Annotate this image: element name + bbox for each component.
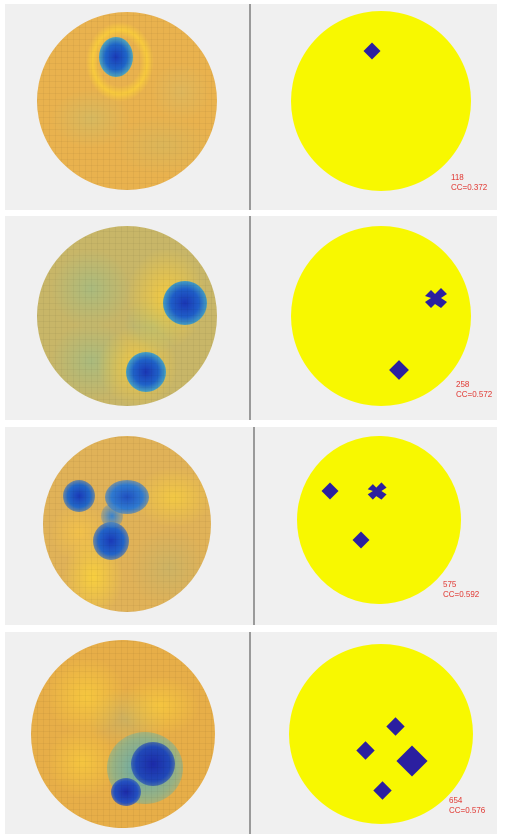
reconstruction-image-1 xyxy=(37,12,217,190)
inclusion-square xyxy=(321,482,339,500)
inclusion-square xyxy=(386,717,405,736)
reconstruction-image-3 xyxy=(43,436,211,612)
inclusion-square xyxy=(396,745,428,777)
panel-4-index: 654 xyxy=(449,796,463,805)
reconstruction-blob xyxy=(126,352,166,392)
reconstruction-image-2 xyxy=(37,226,217,406)
panel-2-index: 258 xyxy=(456,380,470,389)
reconstruction-blob-core xyxy=(111,778,141,806)
panel-2-divider xyxy=(249,216,251,420)
panel-1-index: 118 xyxy=(451,173,464,182)
reconstruction-blob xyxy=(163,281,207,325)
panel-2-cc: CC=0.572 xyxy=(456,390,493,399)
inclusion-square xyxy=(373,781,392,800)
reconstruction-image-4 xyxy=(31,640,215,828)
inclusion-square xyxy=(356,741,375,760)
inclusion-zigzag xyxy=(367,482,387,500)
panel-4-divider xyxy=(249,632,251,834)
inclusion-square xyxy=(389,360,409,380)
panel-4-cc: CC=0.576 xyxy=(449,806,486,815)
pixel-grid xyxy=(37,226,217,406)
pixel-grid xyxy=(43,436,211,612)
ground-truth-image-3 xyxy=(297,436,461,604)
ground-truth-image-2 xyxy=(291,226,471,406)
panel-3-cc: CC=0.592 xyxy=(443,590,480,599)
panel-1-divider xyxy=(249,4,251,210)
ground-truth-image-4 xyxy=(289,644,473,824)
reconstruction-blob xyxy=(101,504,123,528)
inclusion-square xyxy=(352,531,370,549)
reconstruction-blob-core xyxy=(131,742,175,786)
reconstruction-blob xyxy=(99,37,133,77)
panel-1-cc: CC=0.372 xyxy=(451,183,488,192)
reconstruction-blob xyxy=(93,522,129,560)
reconstruction-blob xyxy=(63,480,95,512)
ground-truth-image-1 xyxy=(291,11,471,191)
panel-3-divider xyxy=(253,427,255,625)
pixel-grid xyxy=(37,12,217,190)
pixel-grid xyxy=(31,640,215,828)
inclusion-square xyxy=(363,42,381,60)
inclusion-zigzag xyxy=(425,288,447,308)
panel-3-index: 575 xyxy=(443,580,457,589)
